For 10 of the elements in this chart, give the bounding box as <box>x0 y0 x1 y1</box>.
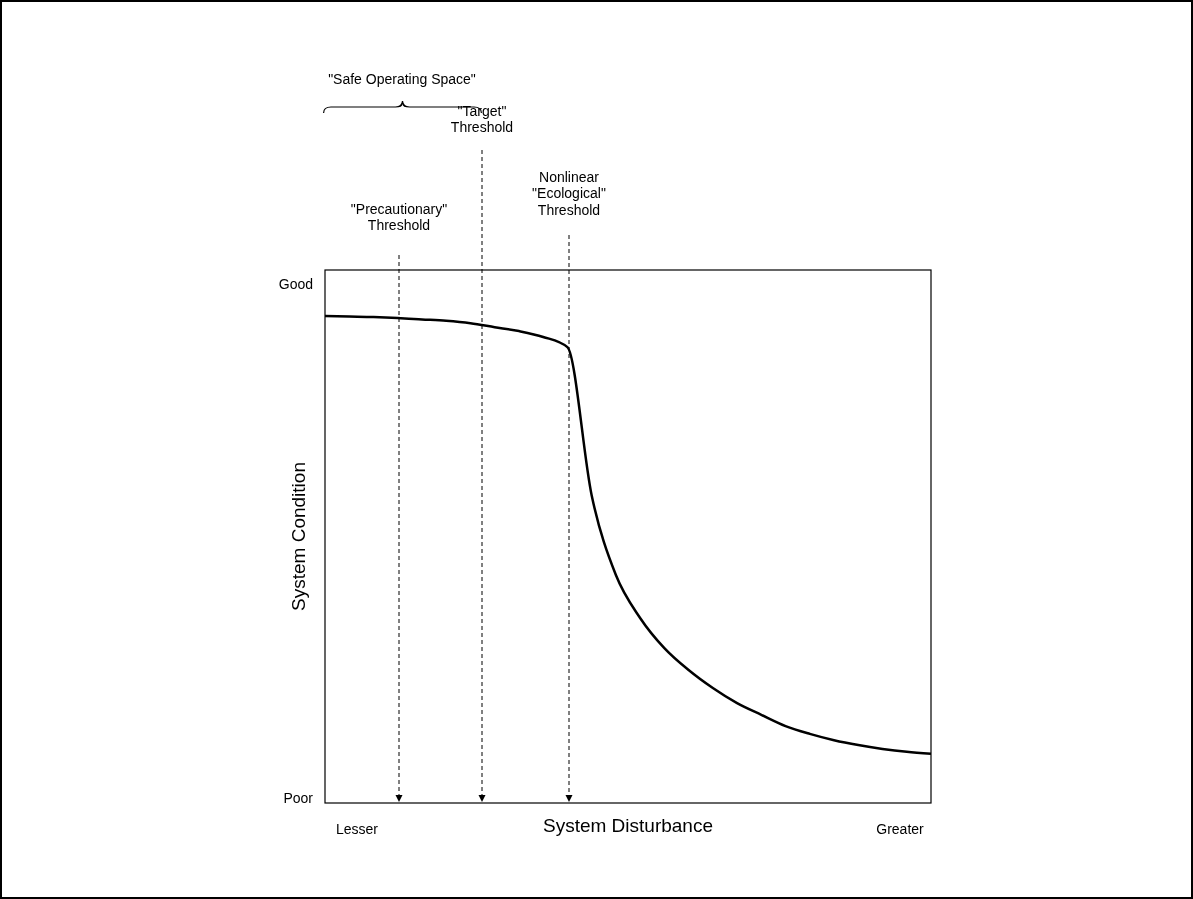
text: "Target" Threshold <box>450 102 514 136</box>
text: Greater <box>876 820 925 837</box>
text: Nonlinear "Ecological" Threshold <box>532 168 606 219</box>
text: "Safe Operating Space" <box>328 70 476 87</box>
x-axis-title: System Disturbance <box>542 815 714 836</box>
text: "Precautionary" Threshold <box>350 200 448 234</box>
text: Lesser <box>335 820 379 837</box>
y-axis-title: System Condition <box>288 462 309 611</box>
text: Good <box>278 275 313 292</box>
text: Poor <box>283 789 314 806</box>
